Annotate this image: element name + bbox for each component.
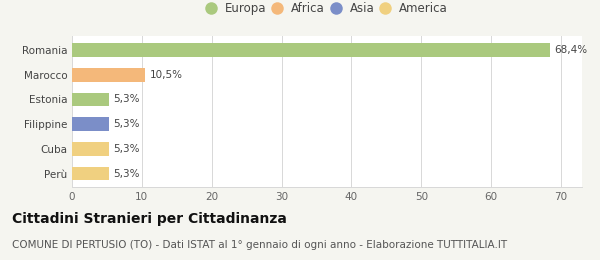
- Bar: [72, 167, 109, 180]
- Legend: Europa, Africa, Asia, America: Europa, Africa, Asia, America: [203, 0, 451, 18]
- Text: 5,3%: 5,3%: [113, 94, 140, 105]
- Bar: [72, 93, 109, 106]
- Text: 68,4%: 68,4%: [554, 45, 587, 55]
- Text: COMUNE DI PERTUSIO (TO) - Dati ISTAT al 1° gennaio di ogni anno - Elaborazione T: COMUNE DI PERTUSIO (TO) - Dati ISTAT al …: [12, 240, 507, 250]
- Text: 5,3%: 5,3%: [113, 144, 140, 154]
- Bar: [72, 68, 145, 82]
- Bar: [72, 43, 550, 57]
- Text: Cittadini Stranieri per Cittadinanza: Cittadini Stranieri per Cittadinanza: [12, 212, 287, 226]
- Text: 5,3%: 5,3%: [113, 119, 140, 129]
- Bar: [72, 142, 109, 156]
- Text: 10,5%: 10,5%: [149, 70, 182, 80]
- Bar: [72, 117, 109, 131]
- Text: 5,3%: 5,3%: [113, 168, 140, 179]
